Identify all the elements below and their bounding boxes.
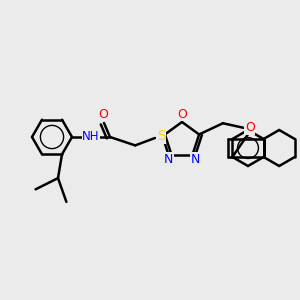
Text: O: O: [98, 107, 108, 121]
Text: O: O: [245, 121, 255, 134]
Text: N: N: [164, 153, 173, 166]
Text: S: S: [157, 129, 165, 143]
Text: NH: NH: [82, 130, 100, 143]
Text: O: O: [177, 107, 187, 121]
Text: N: N: [191, 153, 200, 166]
